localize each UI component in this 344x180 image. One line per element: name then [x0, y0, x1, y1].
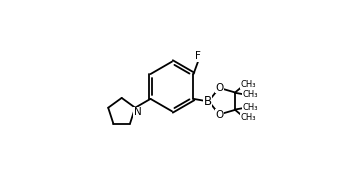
Text: N: N — [134, 107, 142, 117]
Text: CH₃: CH₃ — [240, 113, 256, 122]
Text: B: B — [203, 95, 212, 108]
Text: CH₃: CH₃ — [243, 90, 258, 99]
Text: CH₃: CH₃ — [240, 80, 256, 89]
Text: CH₃: CH₃ — [243, 103, 258, 112]
Text: O: O — [216, 110, 224, 120]
Text: O: O — [216, 83, 224, 93]
Text: F: F — [195, 51, 201, 61]
